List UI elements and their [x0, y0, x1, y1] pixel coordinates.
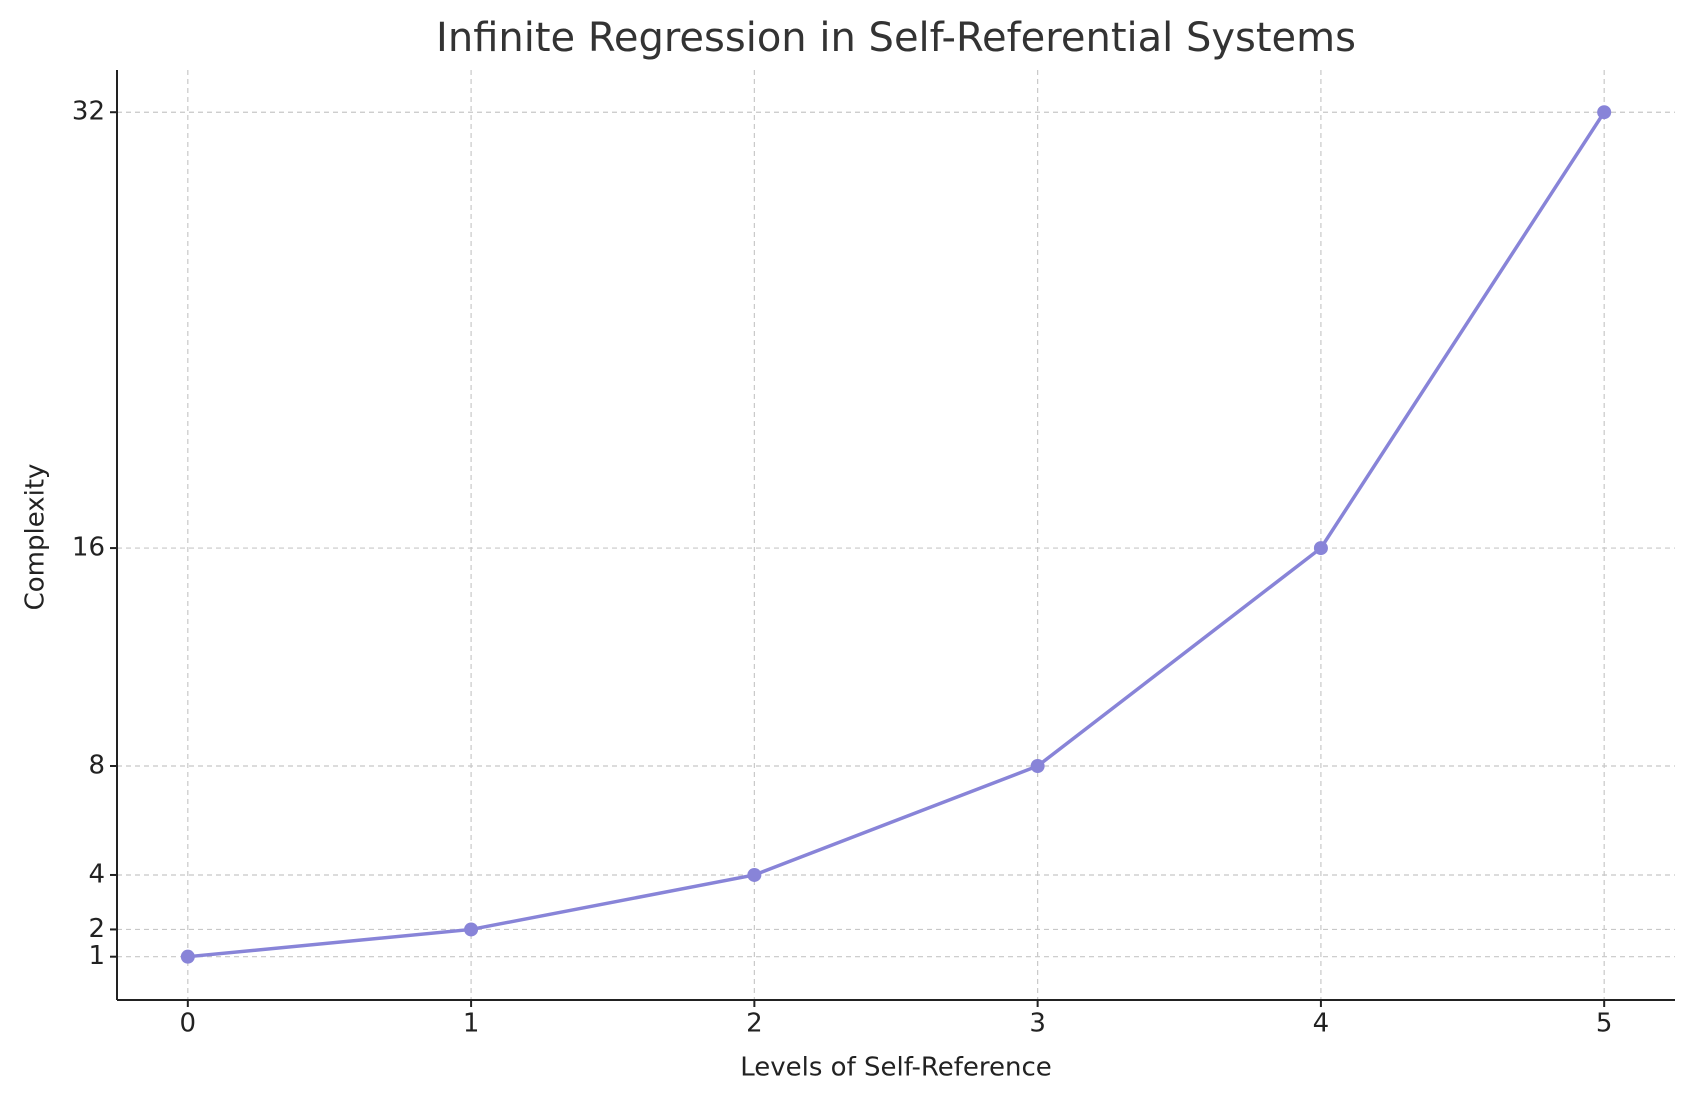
point	[1597, 105, 1612, 120]
x-tick-label: 4	[1313, 1009, 1330, 1039]
y-axis-label: Complexity	[21, 464, 51, 611]
line	[187, 111, 1606, 959]
point	[464, 922, 479, 937]
x-tick-label: 1	[463, 1009, 480, 1039]
x-tick-label: 0	[180, 1009, 197, 1039]
chart-title: Infinite Regression in Self-Referential …	[436, 15, 1356, 61]
x-axis-label: Levels of Self-Reference	[740, 1053, 1052, 1083]
y-tick-label: 16	[72, 533, 105, 563]
x-tick-label: 5	[1596, 1009, 1613, 1039]
x-tick-label: 3	[1029, 1009, 1046, 1039]
y-tick-label: 4	[88, 859, 105, 889]
point	[180, 949, 195, 964]
point	[747, 867, 762, 882]
y-tick-label: 32	[72, 97, 105, 127]
point	[1030, 759, 1045, 774]
y-tick-label: 2	[88, 914, 105, 944]
y-tick-label: 8	[88, 751, 105, 781]
point	[1313, 541, 1328, 556]
y-tick-label: 1	[88, 941, 105, 971]
x-tick-label: 2	[746, 1009, 763, 1039]
